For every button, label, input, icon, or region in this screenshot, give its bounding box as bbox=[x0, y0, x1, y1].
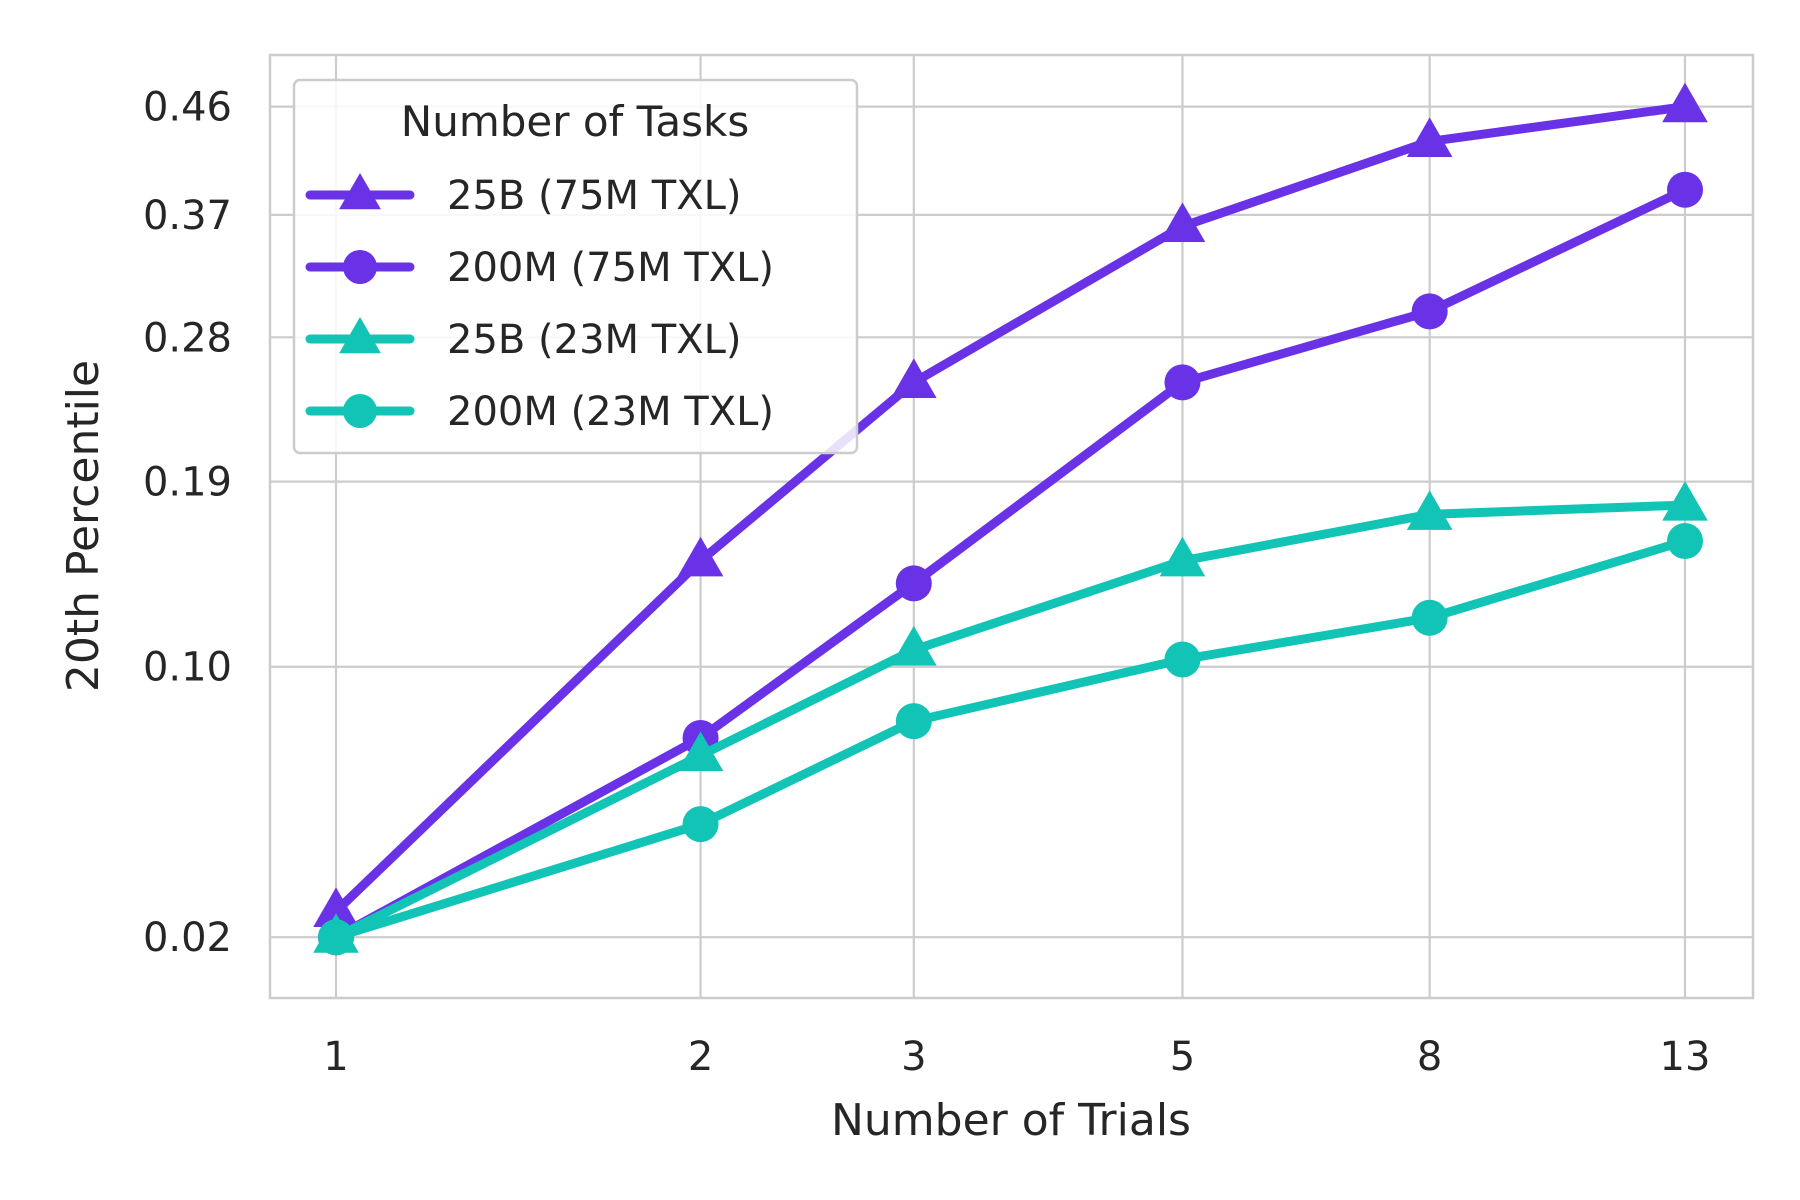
series-line bbox=[331, 500, 1690, 942]
legend-swatch-marker bbox=[343, 250, 377, 284]
data-point bbox=[891, 625, 937, 666]
data-point bbox=[1667, 523, 1703, 560]
legend-swatch-marker bbox=[339, 317, 381, 354]
legend-entry: 200M (23M TXL) bbox=[305, 389, 774, 435]
data-point bbox=[1159, 536, 1206, 577]
data-point bbox=[1164, 641, 1201, 678]
series-layer bbox=[313, 82, 1708, 956]
legend-swatch-marker bbox=[343, 394, 377, 428]
y-axis-label: 20th Percentile bbox=[58, 360, 109, 692]
y-tick-label: 0.37 bbox=[143, 193, 232, 239]
data-point bbox=[895, 565, 932, 602]
y-tick-label: 0.10 bbox=[143, 645, 232, 691]
legend-entry: 200M (75M TXL) bbox=[305, 245, 774, 291]
series-line bbox=[331, 185, 1690, 942]
legend-label: 200M (75M TXL) bbox=[447, 245, 774, 291]
legend-title: Number of Tasks bbox=[401, 97, 749, 146]
data-point bbox=[1406, 490, 1453, 530]
x-tick-label: 2 bbox=[688, 1034, 713, 1080]
x-tick-label: 8 bbox=[1417, 1034, 1442, 1080]
data-point bbox=[1662, 82, 1708, 123]
data-point bbox=[318, 919, 354, 956]
data-point bbox=[677, 536, 724, 577]
data-point bbox=[1662, 481, 1708, 521]
x-tick-label: 13 bbox=[1660, 1034, 1711, 1080]
x-axis-label: Number of Trials bbox=[831, 1095, 1191, 1146]
legend-label: 200M (23M TXL) bbox=[447, 389, 774, 435]
legend-label: 25B (23M TXL) bbox=[447, 317, 742, 363]
legend-frame bbox=[292, 78, 859, 455]
legend-label: 25B (75M TXL) bbox=[447, 173, 742, 219]
x-tick-label: 1 bbox=[323, 1034, 348, 1080]
y-tick-label: 0.02 bbox=[143, 915, 232, 961]
data-point bbox=[891, 358, 937, 398]
data-point bbox=[1159, 202, 1206, 242]
data-point bbox=[895, 703, 932, 740]
legend-swatch-marker bbox=[339, 173, 381, 210]
legend-entry: 25B (75M TXL) bbox=[305, 173, 742, 219]
data-point bbox=[1164, 364, 1201, 401]
data-point bbox=[1667, 171, 1703, 208]
data-point bbox=[682, 806, 719, 843]
data-point bbox=[1406, 117, 1453, 158]
plot-frame bbox=[268, 53, 1755, 1000]
series-line bbox=[331, 536, 1690, 942]
data-point bbox=[1411, 599, 1448, 636]
y-tick-label: 0.28 bbox=[143, 315, 232, 361]
legend: Number of Tasks 25B (75M TXL) 200M (75M T… bbox=[292, 78, 859, 455]
legend-entry: 25B (23M TXL) bbox=[305, 317, 742, 363]
y-tick-label: 0.19 bbox=[143, 460, 232, 506]
tick-labels: 1 2 3 5 8 13 0.02 0.10 0.19 0.28 0.37 0.46 bbox=[143, 85, 1711, 1080]
legend-entries: 25B (75M TXL) 200M (75M TXL) 25B (23M TXL)… bbox=[305, 173, 774, 435]
data-point bbox=[1411, 293, 1448, 330]
data-point bbox=[313, 887, 359, 927]
y-tick-label: 0.46 bbox=[143, 85, 232, 131]
series-3 bbox=[318, 523, 1703, 956]
x-tick-label: 3 bbox=[901, 1034, 926, 1080]
series-0 bbox=[313, 82, 1708, 927]
x-tick-label: 5 bbox=[1170, 1034, 1195, 1080]
series-line bbox=[331, 102, 1690, 916]
data-point bbox=[677, 731, 724, 772]
